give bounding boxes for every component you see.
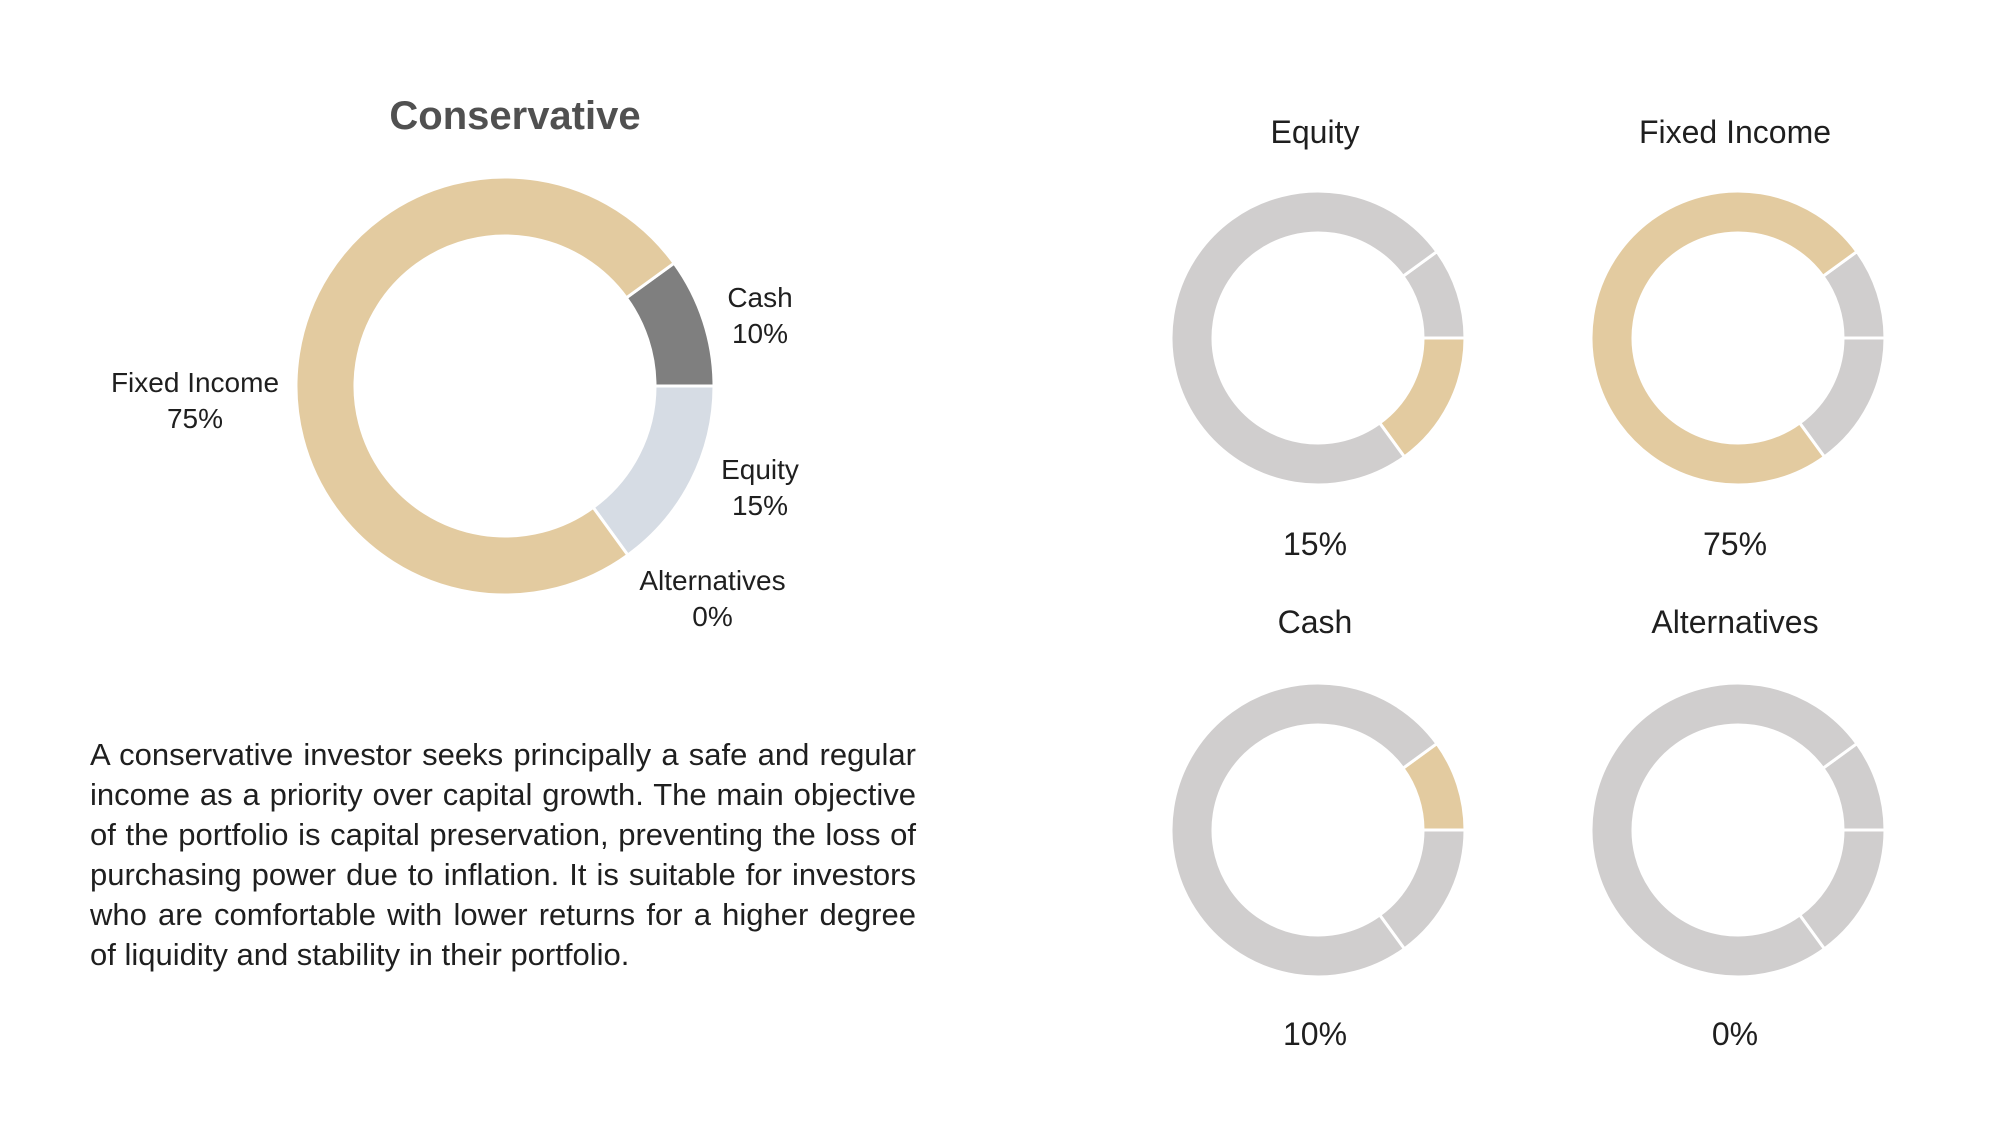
portfolio-description: A conservative investor seeks principall… [90,737,916,972]
mini-alternatives-slice-fixed-income [1589,681,1860,979]
mini-equity-slice-fixed-income [1169,189,1440,487]
slice-value: 10% [731,318,789,349]
mini-title-cash: Cash [1277,604,1353,640]
mini-value-equity: 15% [1282,526,1348,562]
mini-title-equity: Equity [1270,114,1360,150]
main-donut-chart [294,175,716,597]
slice-value: 0% [692,601,733,632]
chart-title: Conservative [389,94,641,138]
slice-name: Alternatives [639,565,786,596]
mini-value-fixed-income: 75% [1702,526,1768,562]
slice-label-cash: Cash 10% [705,280,815,352]
mini-title-alternatives: Alternatives [1651,604,1819,640]
slice-name: Equity [721,454,799,485]
slice-label-alternatives: Alternatives 0% [610,563,815,635]
slice-value: 15% [731,490,789,521]
slice-label-equity: Equity 15% [705,452,815,524]
mini-title-fixed-income: Fixed Income [1638,114,1832,150]
slice-value: 75% [166,403,224,434]
slice-name: Fixed Income [110,367,280,398]
main-slice-fixed-income [294,175,677,597]
mini-cash-slice-fixed-income [1169,681,1440,979]
mini-value-alternatives: 0% [1711,1016,1759,1052]
mini-value-cash: 10% [1282,1016,1348,1052]
slice-name: Cash [727,282,793,313]
mini-fixed-income-slice-fixed-income [1589,189,1860,487]
slice-label-fixed-income: Fixed Income 75% [90,365,300,437]
